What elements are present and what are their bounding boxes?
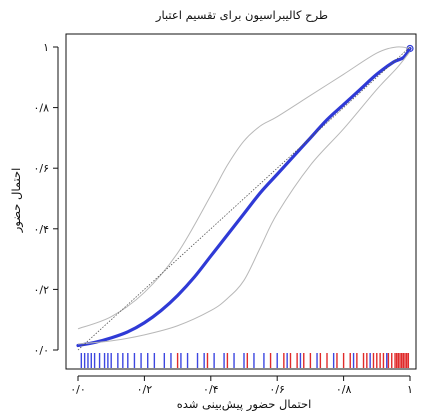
y-axis-title: احتمال حضور <box>9 168 24 234</box>
y-tick-label: ۱ <box>43 41 49 54</box>
plot-area: ۰/۰ ۰/۲ ۰/۴ ۰/۶ ۰/۸ ۱ ۰/۰ ۰/۲ ۰/۴ ۰/۶ ۰/۸ ۱ <box>33 33 417 396</box>
calibration-curve-line <box>76 46 412 348</box>
y-tick-label: ۰/۲ <box>33 283 49 296</box>
x-tick-label: ۰/۴ <box>203 383 219 396</box>
y-tick-label: ۰/۰ <box>33 344 49 357</box>
calibration-curve-endpoint <box>406 44 414 53</box>
x-tick-label: ۰/۰ <box>70 383 86 396</box>
x-tick-label: ۰/۸ <box>336 383 352 396</box>
plot-frame <box>65 33 417 370</box>
x-tick-label: ۱ <box>407 383 413 396</box>
chart-title: طرح کالیبراسیون برای تقسیم اعتبار <box>155 8 328 23</box>
x-tick-label: ۰/۲ <box>137 383 153 396</box>
lower-confidence-line <box>77 51 411 345</box>
reference-diagonal-line <box>77 46 411 351</box>
y-tick-label: ۰/۸ <box>33 102 49 115</box>
x-tick-label: ۰/۶ <box>269 383 285 396</box>
y-tick-label: ۰/۶ <box>33 162 49 175</box>
upper-confidence-line <box>77 46 411 330</box>
y-tick-label: ۰/۴ <box>33 223 49 236</box>
x-axis-title: احتمال حضور پیش‌بینی شده <box>177 397 312 412</box>
